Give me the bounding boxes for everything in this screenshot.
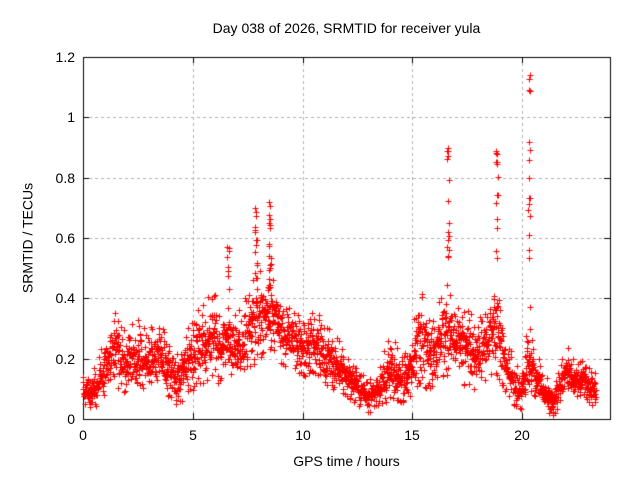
x-tick-label: 0 <box>79 427 87 443</box>
chart-title: Day 038 of 2026, SRMTID for receiver yul… <box>212 20 481 36</box>
x-axis-label: GPS time / hours <box>293 453 400 469</box>
y-tick-label: 1.2 <box>55 49 75 65</box>
y-tick-label: 0.6 <box>55 230 75 246</box>
y-tick-label: 0.2 <box>55 351 75 367</box>
x-tick-label: 20 <box>514 427 530 443</box>
x-tick-label: 15 <box>404 427 420 443</box>
y-tick-label: 0.4 <box>55 290 75 306</box>
x-tick-label: 10 <box>295 427 311 443</box>
y-tick-label: 0.8 <box>55 170 75 186</box>
x-tick-label: 5 <box>189 427 197 443</box>
y-tick-label: 1 <box>67 109 75 125</box>
y-tick-label: 0 <box>67 411 75 427</box>
